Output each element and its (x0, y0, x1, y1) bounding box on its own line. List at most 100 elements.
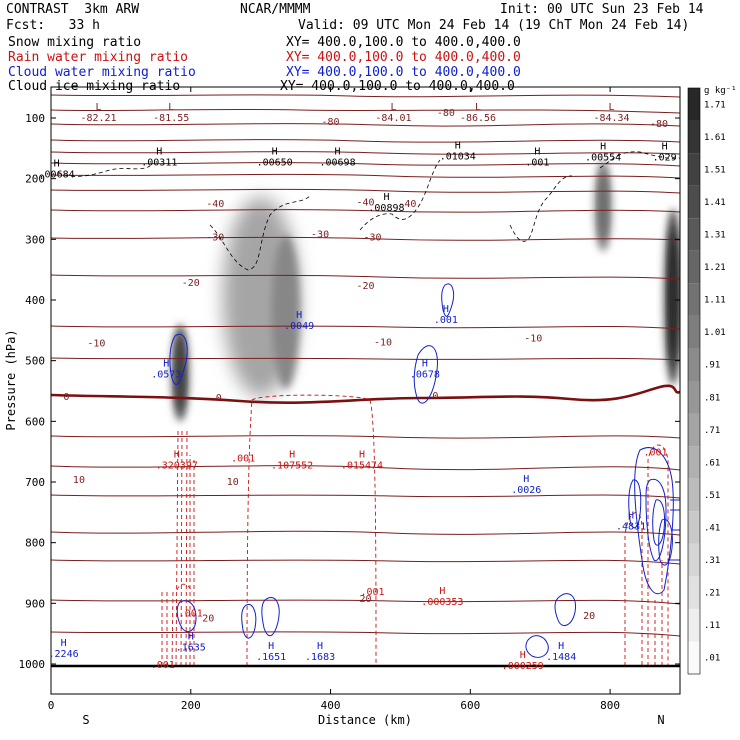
field-xy-cloud-ice: XY= 400.0,100.0 to 400.0,400.0 (280, 79, 515, 94)
colorbar-tick-label: .11 (704, 621, 720, 631)
contour-value-label: .001 (360, 587, 384, 598)
colorbar: .01 .11 .21 .31 .41 .51 .61 .71 .81 .91 1.01 1.11 1.… (687, 87, 726, 675)
contour-value-label: .001 (231, 454, 255, 465)
colorbar-tick-label: 1.31 (704, 231, 726, 241)
colorbar-swatch (688, 283, 700, 316)
extremum-value: .0049 (284, 321, 314, 332)
extremum-value: .320397 (156, 461, 198, 472)
init-time: Init: 00 UTC Sun 23 Feb 14 (500, 2, 704, 17)
high-marker: H (296, 310, 302, 321)
contour-labels: -80 -80 -80 -40 -40 -40 -30 -30 -30 -20 -20 -10 -10 -… (39, 102, 677, 672)
extremum-value: .0026 (511, 485, 541, 496)
isotherm-label: 10 (227, 477, 239, 488)
y-tick-label: 900 (25, 597, 45, 610)
high-marker: H (61, 638, 67, 649)
colorbar-tick-label: 1.61 (704, 133, 726, 143)
high-marker: H (439, 586, 445, 597)
colorbar-tick-label: .71 (704, 426, 720, 436)
isotherm-label: -80 (437, 108, 455, 119)
colorbar-swatch (688, 511, 700, 544)
colorbar-swatch (688, 576, 700, 609)
snow-mixing-ratio-shading (171, 160, 680, 422)
colorbar-tick-label: .91 (704, 361, 720, 371)
colorbar-unit: g kg⁻¹ (704, 86, 737, 96)
colorbar-tick-label: 1.41 (704, 198, 726, 208)
extremum-value: .001 (525, 157, 549, 168)
extremum-value: .000259 (502, 661, 544, 672)
colorbar-tick-label: .51 (704, 491, 720, 501)
colorbar-swatch (688, 543, 700, 577)
y-tick-label: 700 (25, 476, 45, 489)
isotherm-label: -80 (650, 119, 668, 130)
high-marker: H (523, 474, 529, 485)
field-name-cloud-water: Cloud water mixing ratio (8, 65, 196, 80)
colorbar-swatch (688, 608, 700, 642)
isotherm-label: -10 (374, 337, 392, 348)
x-axis-title: Distance (km) (318, 713, 412, 727)
colorbar-swatch (688, 153, 700, 186)
low-marker: L (96, 102, 102, 113)
extremum-value: .00698 (319, 157, 355, 168)
high-marker: H (662, 142, 668, 153)
high-marker: H (289, 450, 295, 461)
high-marker: H (335, 146, 341, 157)
high-marker: H (156, 146, 162, 157)
contour-value-label: .001 (643, 448, 667, 459)
colorbar-swatch (688, 381, 700, 414)
isotherm-label: 0 (63, 392, 69, 403)
x-tick-label: 200 (181, 699, 201, 712)
extremum-value: .00684 (39, 170, 75, 181)
extremum-value: .1635 (176, 643, 206, 654)
high-marker: H (422, 359, 428, 370)
isotherm-label: 20 (583, 611, 595, 622)
snow-mixing-ratio-contours (57, 151, 680, 271)
colorbar-tick-label: .01 (704, 654, 720, 664)
colorbar-tick-label: .61 (704, 458, 720, 468)
colorbar-swatch (688, 88, 700, 121)
colorbar-tick-label: .31 (704, 556, 720, 566)
extremum-value: .00898 (368, 203, 404, 214)
field-name-cloud-ice: Cloud ice mixing ratio (8, 79, 181, 94)
high-marker: H (317, 641, 323, 652)
extremum-value: .4831 (616, 521, 646, 532)
rain-mixing-ratio-contours (161, 394, 669, 667)
extremum-value: .015474 (341, 461, 383, 472)
field-name-rain: Rain water mixing ratio (8, 50, 189, 65)
colorbar-tick-label: .21 (704, 589, 720, 599)
colorbar-tick-label: 1.51 (704, 165, 726, 175)
colorbar-tick-label: 1.71 (704, 100, 726, 110)
plot-frame (50, 86, 681, 695)
high-marker: H (628, 510, 634, 521)
isotherm-lines (51, 94, 680, 637)
colorbar-swatch (688, 315, 700, 349)
isotherm-label: -20 (182, 278, 200, 289)
extremum-value: .107552 (271, 461, 313, 472)
colorbar-swatch (688, 218, 700, 251)
extremum-value: .029 (653, 153, 677, 164)
isotherm-label: -30 (363, 232, 381, 243)
field-xy-cloud-water: XY= 400.0,100.0 to 400.0,400.0 (286, 65, 521, 80)
colorbar-swatch (688, 413, 700, 447)
snow-shade-core (669, 229, 678, 365)
high-marker: H (188, 632, 194, 643)
extremum-value: .00554 (585, 153, 621, 164)
extremum-value: -81.55 (153, 113, 189, 124)
contour-value-label: .001 (151, 660, 175, 671)
extremum-value: -84.34 (593, 113, 629, 124)
high-marker: H (268, 641, 274, 652)
low-marker: L (168, 102, 174, 113)
extremum-value: -84.01 (375, 113, 411, 124)
north-label: N (657, 713, 664, 727)
isotherm-label: 20 (359, 594, 371, 605)
colorbar-swatch (688, 120, 700, 154)
org-label: NCAR/MMMM (240, 2, 311, 17)
extremum-value: .00650 (257, 157, 293, 168)
low-marker: L (390, 102, 396, 113)
colorbar-tick-label: .41 (704, 524, 720, 534)
isotherm-label: 20 (202, 613, 214, 624)
extremum-value: .0678 (410, 370, 440, 381)
extremum-value: .1484 (546, 652, 576, 663)
model-title: CONTRAST 3km ARW (6, 2, 140, 17)
